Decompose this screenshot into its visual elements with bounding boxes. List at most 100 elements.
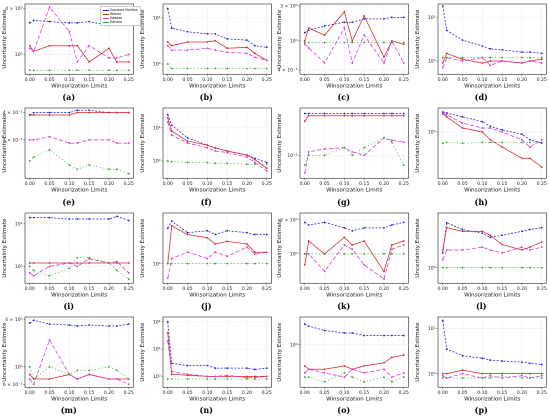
data-point bbox=[363, 239, 366, 242]
series-line bbox=[29, 215, 129, 221]
data-point bbox=[480, 62, 483, 64]
data-point bbox=[108, 324, 110, 327]
data-point bbox=[186, 137, 188, 140]
data-point bbox=[363, 334, 366, 337]
x-tick-label: 0.20 bbox=[104, 181, 114, 187]
data-point bbox=[363, 252, 366, 255]
data-point bbox=[390, 223, 393, 226]
data-point bbox=[225, 229, 228, 232]
y-axis-title: Uncertainty Estimate bbox=[140, 9, 146, 69]
data-point bbox=[351, 154, 354, 157]
data-point bbox=[245, 67, 248, 70]
chart-panel: 0.00 0.05 0.10 0.15 0.20 0.25 4 × 10⁻¹ 3 × 10⁻¹… bbox=[0, 104, 138, 208]
panel-label: (l) bbox=[475, 300, 487, 311]
data-point bbox=[303, 164, 306, 167]
data-point bbox=[402, 220, 405, 223]
x-tick-label: 0.10 bbox=[64, 181, 74, 187]
data-point bbox=[205, 67, 208, 70]
data-point bbox=[402, 243, 405, 246]
data-point bbox=[253, 233, 256, 235]
data-point bbox=[540, 56, 543, 59]
chart-panel: 0.00 0.05 0.10 0.15 0.20 0.25 10⁰ Winsorization… bbox=[413, 104, 550, 208]
data-point bbox=[213, 375, 216, 378]
data-point bbox=[127, 60, 130, 63]
data-point bbox=[265, 367, 268, 369]
y-tick-label: 10⁰ bbox=[290, 342, 298, 348]
data-point bbox=[48, 20, 51, 23]
data-point bbox=[390, 252, 393, 255]
data-point bbox=[441, 248, 444, 251]
data-point bbox=[351, 21, 354, 24]
plot-frame bbox=[24, 212, 134, 284]
x-tick-label: 0.05 bbox=[319, 285, 329, 291]
data-point bbox=[343, 375, 346, 378]
data-point bbox=[68, 44, 71, 47]
x-tick-label: 0.25 bbox=[536, 181, 546, 187]
data-point bbox=[520, 157, 523, 160]
data-point bbox=[205, 161, 208, 164]
data-point bbox=[48, 44, 51, 47]
x-tick-label: 0.10 bbox=[477, 390, 487, 396]
data-point bbox=[213, 262, 216, 265]
data-point bbox=[170, 377, 173, 380]
legend-entry: Wiener bbox=[102, 12, 138, 16]
data-point bbox=[540, 372, 543, 375]
x-tick-label: 0.15 bbox=[222, 77, 232, 83]
data-point bbox=[441, 62, 444, 64]
data-point bbox=[402, 43, 405, 46]
data-point bbox=[166, 44, 169, 47]
data-point bbox=[351, 375, 354, 378]
data-point bbox=[461, 58, 463, 61]
data-point bbox=[127, 142, 130, 145]
x-tick-label: 0.15 bbox=[497, 181, 507, 187]
data-point bbox=[76, 69, 79, 72]
data-point bbox=[500, 374, 503, 377]
data-point bbox=[32, 319, 35, 321]
data-point bbox=[343, 41, 346, 44]
x-tick-label: 0.10 bbox=[202, 285, 212, 291]
data-point bbox=[383, 18, 385, 20]
x-tick-label: 0.20 bbox=[104, 390, 114, 396]
series-line bbox=[442, 375, 542, 379]
data-point bbox=[307, 47, 310, 49]
data-point bbox=[170, 362, 173, 365]
y-axis-title: Uncertainty Estimate bbox=[277, 322, 283, 382]
x-tick-label: 0.05 bbox=[457, 390, 467, 396]
data-point bbox=[213, 250, 216, 253]
data-point bbox=[48, 338, 51, 341]
data-point bbox=[88, 109, 91, 112]
data-point bbox=[170, 224, 173, 227]
data-point bbox=[76, 21, 79, 24]
data-point bbox=[32, 261, 35, 264]
chart-svg: 0.00 0.05 0.10 0.15 0.20 0.25 10⁰ Winsorization… bbox=[277, 316, 409, 402]
data-point bbox=[480, 229, 483, 232]
data-point bbox=[186, 262, 188, 265]
panel-label: (b) bbox=[199, 92, 213, 103]
data-point bbox=[127, 261, 130, 264]
x-tick-label: 0.20 bbox=[516, 77, 526, 83]
x-tick-label: 0.05 bbox=[457, 285, 467, 291]
x-tick-label: 0.20 bbox=[241, 77, 251, 83]
data-point bbox=[205, 144, 208, 147]
data-point bbox=[445, 29, 448, 32]
y-tick-label: 10¹ bbox=[152, 15, 160, 21]
data-point bbox=[48, 274, 51, 277]
data-point bbox=[170, 49, 173, 52]
data-point bbox=[265, 170, 268, 173]
data-point bbox=[245, 231, 248, 233]
data-point bbox=[390, 375, 393, 378]
data-point bbox=[390, 334, 393, 337]
y-tick-label: 4 × 10⁰ bbox=[5, 317, 23, 323]
data-point bbox=[68, 323, 71, 326]
x-tick-label: 0.15 bbox=[359, 181, 369, 187]
data-point bbox=[343, 10, 346, 13]
data-point bbox=[170, 67, 173, 70]
y-tick-label: 3 × 10⁻¹ bbox=[3, 138, 23, 144]
data-point bbox=[363, 18, 366, 20]
data-point bbox=[528, 157, 531, 160]
x-axis-title: Winsorization Limits bbox=[51, 396, 107, 402]
data-point bbox=[307, 27, 310, 29]
data-point bbox=[205, 375, 208, 378]
panel-label: (j) bbox=[201, 300, 212, 311]
data-point bbox=[253, 56, 256, 59]
